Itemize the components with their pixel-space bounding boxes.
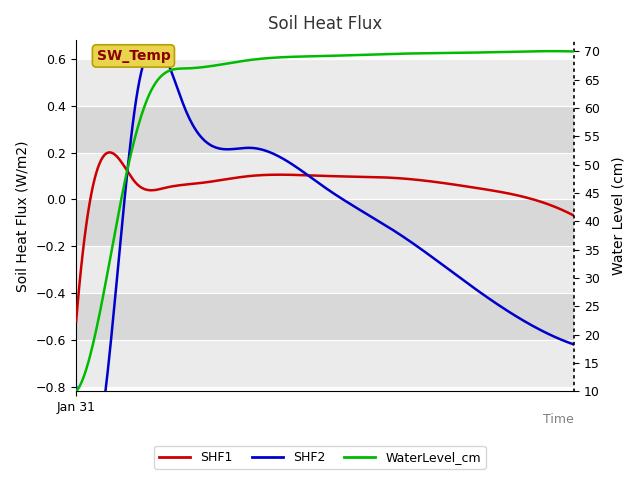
Text: SW_Temp: SW_Temp [97,49,170,63]
Bar [76,340,574,387]
Bar [76,59,574,106]
Y-axis label: Soil Heat Flux (W/m2): Soil Heat Flux (W/m2) [15,140,29,291]
Bar [76,199,574,246]
Bar [76,153,574,199]
Y-axis label: Water Level (cm): Water Level (cm) [611,156,625,275]
Bar [76,293,574,340]
Title: Soil Heat Flux: Soil Heat Flux [268,15,382,33]
Bar [76,246,574,293]
Text: Time: Time [543,412,574,425]
Bar [76,106,574,153]
Legend: SHF1, SHF2, WaterLevel_cm: SHF1, SHF2, WaterLevel_cm [154,446,486,469]
